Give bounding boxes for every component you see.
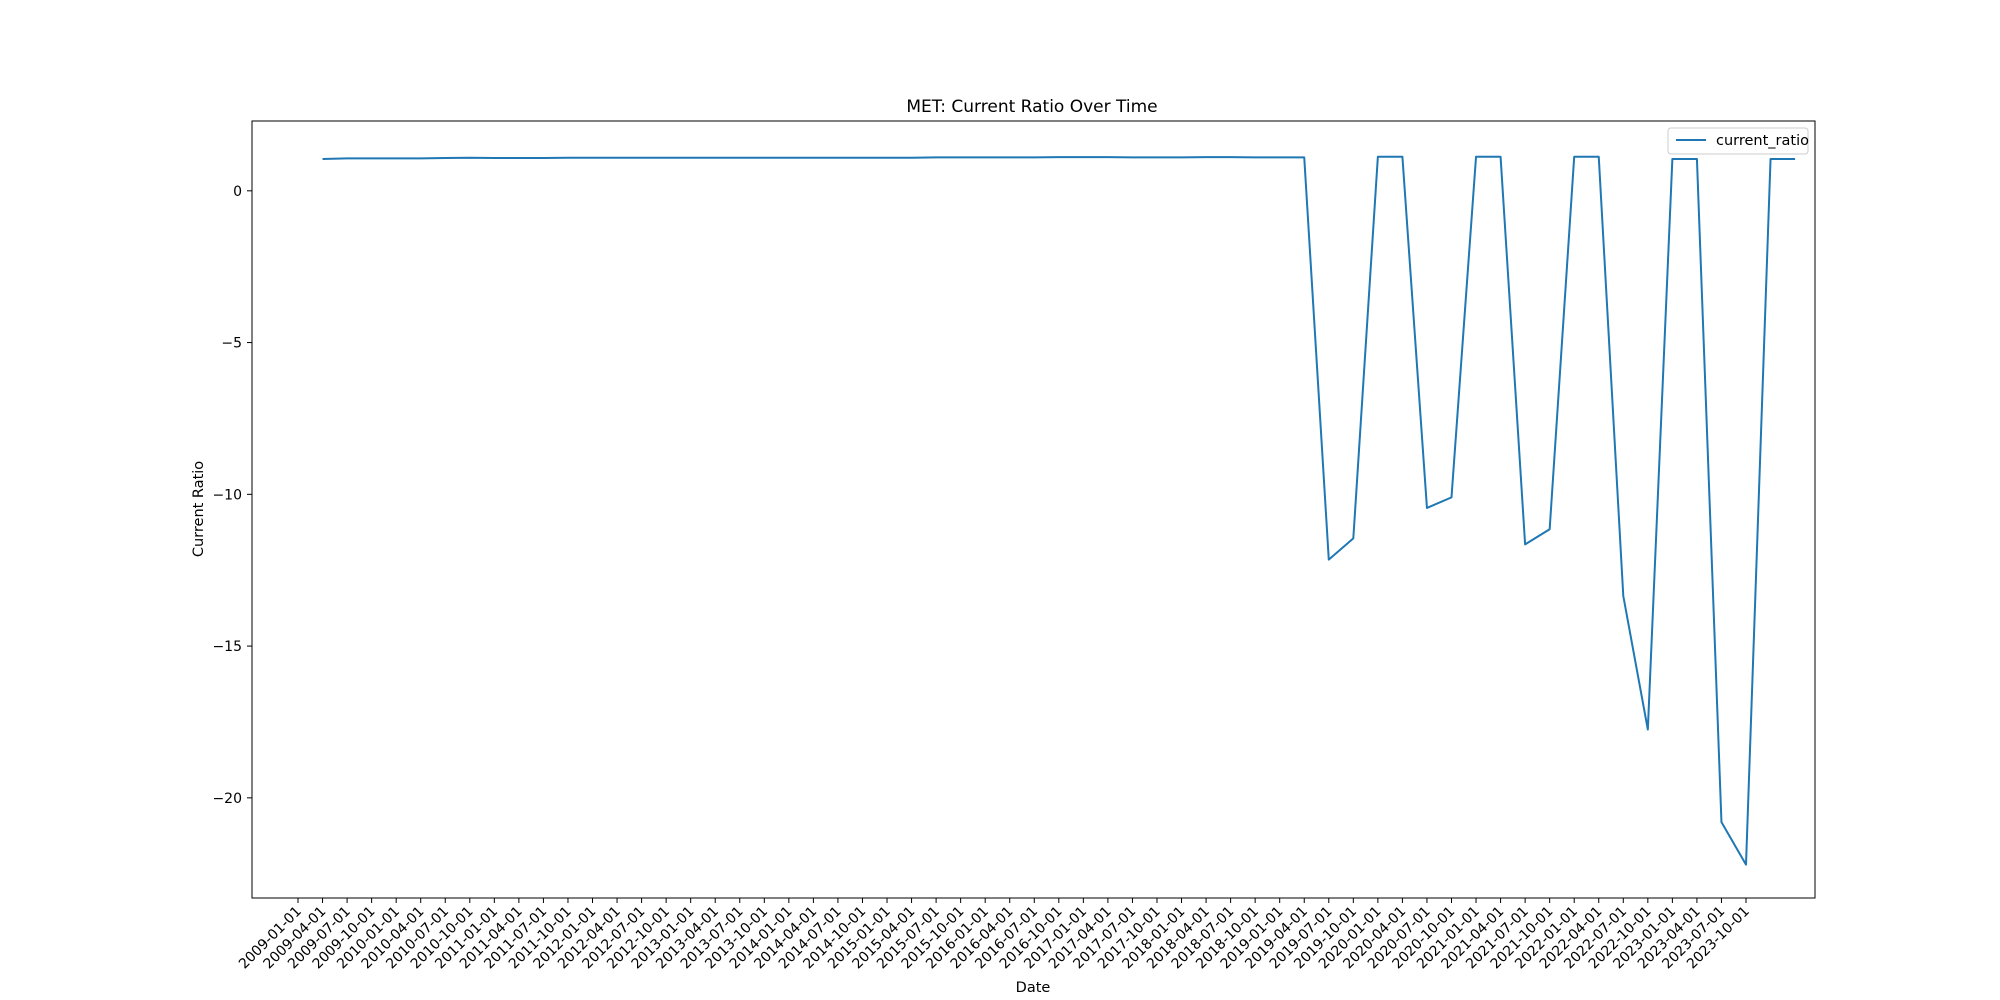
data-point bbox=[1525, 544, 1526, 545]
data-point bbox=[1353, 538, 1354, 539]
data-point bbox=[1451, 497, 1452, 498]
data-point bbox=[1426, 507, 1427, 508]
data-point bbox=[420, 158, 421, 159]
data-point bbox=[1377, 156, 1378, 157]
data-point bbox=[641, 157, 642, 158]
data-point bbox=[1156, 157, 1157, 158]
data-point bbox=[1230, 157, 1231, 158]
data-point bbox=[1402, 156, 1403, 157]
x-axis: 2009-01-012009-04-012009-07-012009-10-01… bbox=[236, 898, 1753, 972]
data-point bbox=[1549, 529, 1550, 530]
data-point bbox=[371, 158, 372, 159]
y-tick-label: −20 bbox=[212, 791, 242, 807]
data-point bbox=[518, 158, 519, 159]
legend: current_ratio bbox=[1667, 127, 1809, 155]
data-point bbox=[764, 157, 765, 158]
series-group bbox=[322, 155, 1796, 866]
data-point bbox=[1746, 864, 1747, 865]
data-point bbox=[1206, 157, 1207, 158]
data-point bbox=[494, 158, 495, 159]
data-point bbox=[445, 158, 446, 159]
y-tick-label: 0 bbox=[233, 184, 242, 200]
data-point bbox=[396, 158, 397, 159]
data-point bbox=[347, 158, 348, 159]
data-point bbox=[1255, 157, 1256, 158]
data-point bbox=[1598, 156, 1599, 157]
data-point bbox=[1476, 156, 1477, 157]
data-point bbox=[1647, 729, 1648, 730]
data-point bbox=[1696, 158, 1697, 159]
data-point bbox=[739, 157, 740, 158]
y-axis-title: Current Ratio bbox=[191, 461, 207, 557]
data-point bbox=[1009, 157, 1010, 158]
data-point bbox=[1500, 156, 1501, 157]
data-point bbox=[690, 157, 691, 158]
data-point bbox=[322, 158, 323, 159]
series-line-current_ratio bbox=[322, 155, 1796, 866]
data-point bbox=[617, 157, 618, 158]
data-point bbox=[1328, 559, 1329, 560]
data-point bbox=[788, 157, 789, 158]
x-axis-title: Date bbox=[1016, 980, 1051, 996]
axes-frame bbox=[251, 120, 1816, 899]
data-point bbox=[1083, 157, 1084, 158]
legend-label: current_ratio bbox=[1716, 133, 1809, 149]
y-tick-label: −5 bbox=[221, 336, 242, 352]
data-point bbox=[567, 157, 568, 158]
data-point bbox=[1058, 157, 1059, 158]
data-point bbox=[1795, 158, 1796, 159]
data-point bbox=[1034, 157, 1035, 158]
chart-title: MET: Current Ratio Over Time bbox=[906, 97, 1157, 117]
y-axis: 0 −5 −10 −15 −20 bbox=[212, 184, 252, 807]
plot-area bbox=[251, 120, 1816, 899]
data-point bbox=[862, 157, 863, 158]
data-point bbox=[1770, 158, 1771, 159]
data-point bbox=[813, 157, 814, 158]
data-point bbox=[1623, 596, 1624, 597]
data-point bbox=[1304, 157, 1305, 158]
data-point bbox=[715, 157, 716, 158]
legend-box bbox=[1667, 127, 1809, 155]
data-point bbox=[592, 157, 593, 158]
data-point bbox=[1672, 158, 1673, 159]
data-point bbox=[1132, 157, 1133, 158]
data-point bbox=[1181, 157, 1182, 158]
data-point bbox=[837, 157, 838, 158]
data-point bbox=[666, 157, 667, 158]
data-point bbox=[960, 157, 961, 158]
data-point bbox=[469, 157, 470, 158]
data-point bbox=[985, 157, 986, 158]
y-tick-label: −10 bbox=[212, 487, 242, 503]
data-point bbox=[1107, 157, 1108, 158]
data-point bbox=[543, 158, 544, 159]
data-point bbox=[936, 157, 937, 158]
data-point bbox=[887, 157, 888, 158]
data-point bbox=[1279, 157, 1280, 158]
data-point bbox=[911, 157, 912, 158]
y-tick-label: −15 bbox=[212, 639, 242, 655]
data-point bbox=[1574, 156, 1575, 157]
data-point bbox=[1721, 822, 1722, 823]
